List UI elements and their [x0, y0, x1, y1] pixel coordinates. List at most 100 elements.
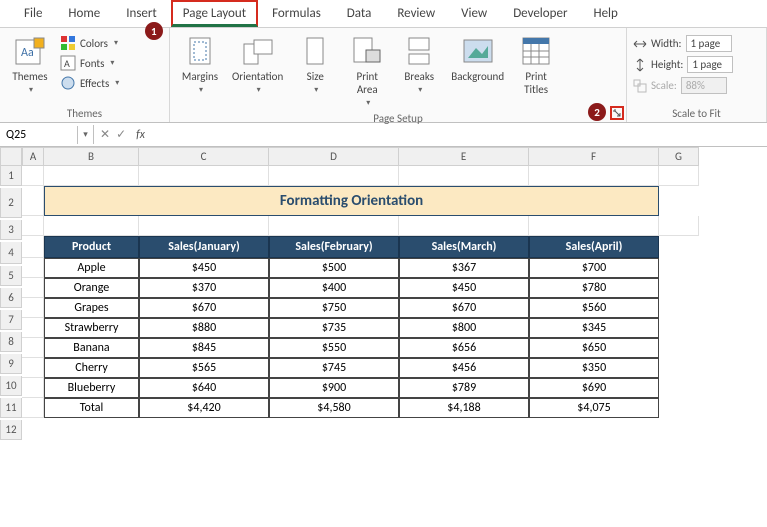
table-cell[interactable]: $370 — [139, 278, 269, 298]
table-cell[interactable]: $700 — [529, 258, 659, 278]
table-cell[interactable]: $640 — [139, 378, 269, 398]
colors-button[interactable]: Colors — [58, 34, 121, 52]
tab-review[interactable]: Review — [385, 0, 447, 27]
row-header-9[interactable]: 9 — [0, 354, 22, 374]
table-cell[interactable]: Strawberry — [44, 318, 139, 338]
tab-view[interactable]: View — [449, 0, 499, 27]
margins-button[interactable]: Margins — [176, 34, 224, 97]
row-header-11[interactable]: 11 — [0, 398, 22, 418]
table-cell[interactable]: $550 — [269, 338, 399, 358]
effects-icon — [60, 75, 76, 91]
table-cell[interactable]: $350 — [529, 358, 659, 378]
cancel-icon[interactable]: ✕ — [100, 127, 110, 142]
sheet-area[interactable]: Formatting OrientationProductSales(Janua… — [22, 166, 699, 440]
table-cell[interactable]: $900 — [269, 378, 399, 398]
table-cell[interactable]: $456 — [399, 358, 529, 378]
tab-help[interactable]: Help — [581, 0, 629, 27]
table-cell[interactable]: $845 — [139, 338, 269, 358]
table-cell[interactable]: $735 — [269, 318, 399, 338]
table-cell[interactable]: $4,580 — [269, 398, 399, 418]
themes-label: Themes — [12, 70, 47, 83]
select-all-corner[interactable] — [0, 147, 22, 166]
size-button[interactable]: Size — [291, 34, 339, 97]
enter-icon[interactable]: ✓ — [116, 127, 126, 142]
tab-home[interactable]: Home — [56, 0, 112, 27]
row-header-7[interactable]: 7 — [0, 310, 22, 330]
table-cell[interactable]: $367 — [399, 258, 529, 278]
table-cell[interactable]: $450 — [399, 278, 529, 298]
table-cell[interactable]: $650 — [529, 338, 659, 358]
table-cell[interactable]: $560 — [529, 298, 659, 318]
row-header-5[interactable]: 5 — [0, 266, 22, 286]
orientation-button[interactable]: Orientation — [228, 34, 287, 97]
tab-file[interactable]: File — [12, 0, 54, 27]
themes-button[interactable]: Aa Themes — [6, 34, 54, 97]
table-header: Sales(January) — [139, 236, 269, 258]
col-header-E[interactable]: E — [399, 147, 529, 166]
table-cell[interactable]: Blueberry — [44, 378, 139, 398]
table-cell[interactable]: $400 — [269, 278, 399, 298]
table-cell[interactable]: $4,075 — [529, 398, 659, 418]
worksheet-grid: ABCDEFG 123456789101112 Formatting Orien… — [0, 147, 767, 440]
fonts-button[interactable]: A Fonts — [58, 54, 121, 72]
tab-insert[interactable]: Insert — [114, 0, 169, 27]
breaks-button[interactable]: Breaks — [395, 34, 443, 97]
table-cell[interactable]: Grapes — [44, 298, 139, 318]
print-titles-button[interactable]: Print Titles — [512, 34, 560, 98]
col-header-C[interactable]: C — [139, 147, 269, 166]
background-button[interactable]: Background — [447, 34, 508, 85]
table-cell[interactable]: $745 — [269, 358, 399, 378]
sheet-title: Formatting Orientation — [44, 186, 659, 216]
svg-text:Aa: Aa — [21, 46, 34, 60]
width-value[interactable]: 1 page — [686, 35, 732, 52]
print-area-button[interactable]: Print Area — [343, 34, 391, 110]
tab-data[interactable]: Data — [335, 0, 384, 27]
row-header-6[interactable]: 6 — [0, 288, 22, 308]
table-cell[interactable]: $345 — [529, 318, 659, 338]
table-cell[interactable]: $500 — [269, 258, 399, 278]
table-cell[interactable]: Apple — [44, 258, 139, 278]
table-cell[interactable]: $450 — [139, 258, 269, 278]
colors-label: Colors — [80, 37, 108, 50]
col-header-F[interactable]: F — [529, 147, 659, 166]
table-cell[interactable]: $656 — [399, 338, 529, 358]
table-cell[interactable]: $4,420 — [139, 398, 269, 418]
table-cell[interactable]: Orange — [44, 278, 139, 298]
table-cell[interactable]: $800 — [399, 318, 529, 338]
row-header-10[interactable]: 10 — [0, 376, 22, 396]
row-header-1[interactable]: 1 — [0, 166, 22, 186]
formula-input[interactable] — [149, 133, 767, 137]
name-box[interactable]: Q25 — [0, 126, 78, 144]
table-cell[interactable]: $690 — [529, 378, 659, 398]
table-cell[interactable]: Cherry — [44, 358, 139, 378]
col-header-B[interactable]: B — [44, 147, 139, 166]
effects-label: Effects — [80, 77, 109, 90]
row-header-12[interactable]: 12 — [0, 420, 22, 440]
row-header-8[interactable]: 8 — [0, 332, 22, 352]
row-header-2[interactable]: 2 — [0, 188, 22, 218]
tab-developer[interactable]: Developer — [501, 0, 579, 27]
table-cell[interactable]: $789 — [399, 378, 529, 398]
col-header-A[interactable]: A — [22, 147, 44, 166]
tab-page-layout[interactable]: Page Layout 1 — [171, 0, 258, 27]
table-cell[interactable]: Total — [44, 398, 139, 418]
row-header-3[interactable]: 3 — [0, 220, 22, 240]
table-cell[interactable]: $880 — [139, 318, 269, 338]
page-setup-launcher[interactable] — [610, 106, 624, 120]
table-cell[interactable]: $780 — [529, 278, 659, 298]
row-header-4[interactable]: 4 — [0, 242, 22, 264]
table-cell[interactable]: $4,188 — [399, 398, 529, 418]
fx-label[interactable]: fx — [132, 128, 149, 142]
tab-formulas[interactable]: Formulas — [260, 0, 333, 27]
name-box-dropdown[interactable]: ▾ — [78, 125, 94, 144]
table-cell[interactable]: $670 — [139, 298, 269, 318]
table-cell[interactable]: Banana — [44, 338, 139, 358]
height-value[interactable]: 1 page — [687, 56, 733, 73]
table-cell[interactable]: $565 — [139, 358, 269, 378]
col-header-G[interactable]: G — [659, 147, 699, 166]
effects-button[interactable]: Effects — [58, 74, 121, 92]
table-cell[interactable]: $670 — [399, 298, 529, 318]
table-cell[interactable]: $750 — [269, 298, 399, 318]
col-header-D[interactable]: D — [269, 147, 399, 166]
group-scale-label: Scale to Fit — [633, 105, 760, 122]
